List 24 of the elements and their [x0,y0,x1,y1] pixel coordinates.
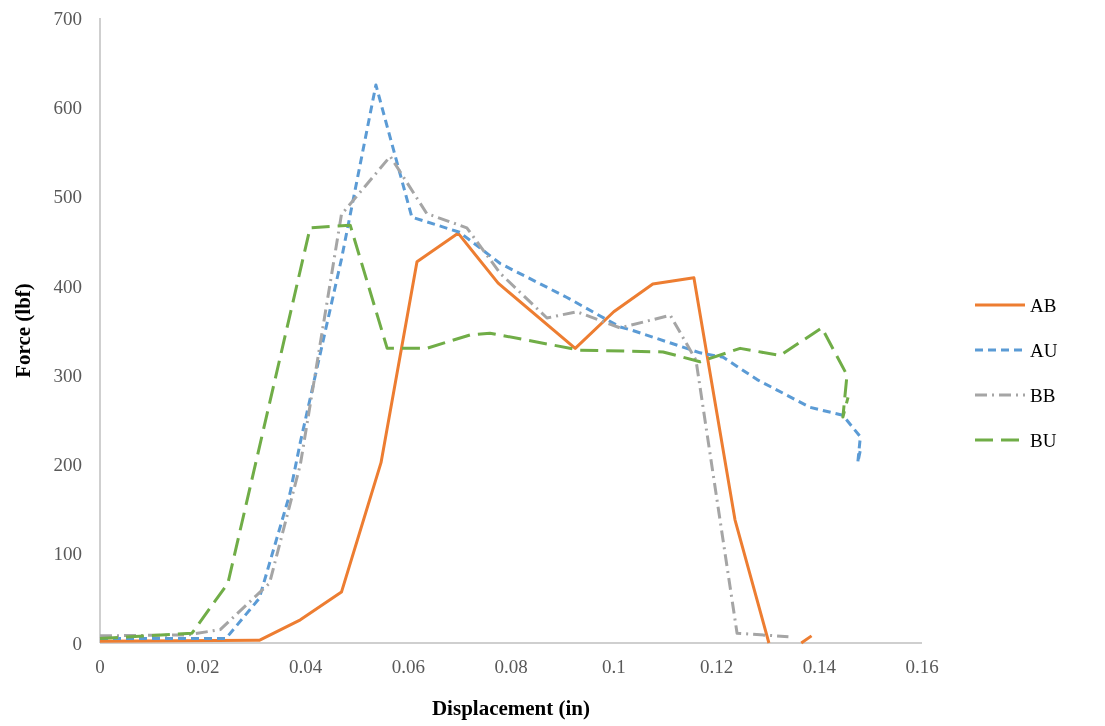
x-tick-label: 0.06 [391,656,425,677]
y-tick-label: 600 [53,96,82,118]
x-tick-label: 0.02 [186,656,220,677]
x-tick-label: 0 [95,656,105,677]
x-tick-label: 0.04 [288,656,323,677]
y-tick-label: 0 [72,632,82,654]
x-tick-label: 0.16 [905,656,939,677]
y-tick-label: 700 [53,7,82,29]
x-tick-label: 0.08 [494,656,528,677]
x-tick-label: 0.12 [699,656,734,677]
x-tick-label: 0.14 [802,656,837,677]
y-tick-label: 300 [53,364,82,386]
x-axis-title: Displacement (in) [431,696,591,720]
y-axis-title: Force (lbf) [11,283,35,378]
legend-label: BU [1030,429,1057,451]
y-tick-label: 500 [53,186,82,208]
x-tick-label: 0.1 [601,656,626,677]
legend-label: AB [1030,294,1057,316]
legend-label: BB [1030,384,1056,406]
y-tick-label: 400 [53,275,82,297]
y-tick-label: 200 [53,454,82,476]
legend-label: AU [1030,339,1058,361]
line-series [98,154,790,639]
y-tick-label: 100 [53,543,82,565]
